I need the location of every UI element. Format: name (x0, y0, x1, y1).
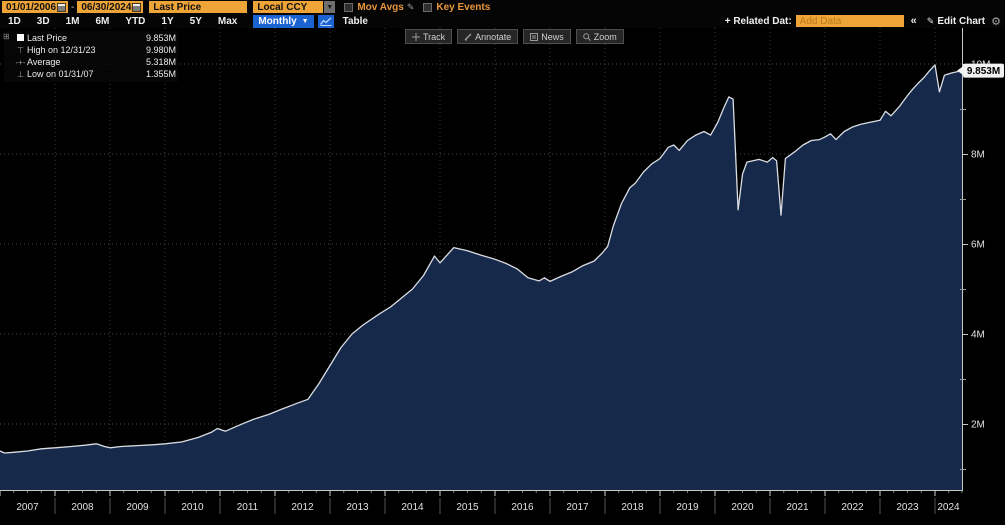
calendar-icon[interactable] (57, 2, 66, 12)
y-tick-label: 6M (971, 240, 985, 251)
mov-avgs-checkbox[interactable] (344, 2, 354, 12)
high-marker-icon: ⊤ (17, 45, 24, 55)
legend-label: Average (27, 57, 61, 67)
tab-ytd[interactable]: YTD (125, 15, 146, 27)
line-chart-type-button[interactable] (317, 14, 334, 28)
annotate-pencil-icon (464, 33, 472, 40)
line-chart-icon (319, 16, 332, 26)
zoom-button[interactable]: Zoom (575, 29, 624, 44)
x-axis-ticks (0, 491, 963, 496)
period-value: Monthly (258, 15, 297, 27)
legend-expander-icon[interactable]: ⊞ (3, 32, 10, 41)
last-price-badge: 9.853M (957, 63, 1004, 78)
related-data-cluster: + Related Dat: « ✎ Edit Chart ⚙ (725, 15, 1005, 28)
average-marker-icon: -+- (15, 57, 26, 67)
chart-legend[interactable]: ⊞ Last Price 9.853M ⊤ High on 12/31/23 9… (3, 31, 178, 82)
legend-value: 9.980M (145, 45, 176, 55)
top-toolbar: 01/01/2006 - 06/30/2024 Last Price Local… (0, 0, 1005, 28)
year-label: 2008 (71, 502, 94, 513)
key-events-label[interactable]: Key Events (436, 1, 491, 13)
legend-row-low[interactable]: ⊥ Low on 01/31/07 1.355M (14, 68, 176, 80)
range-tabs-row: 1D 3D 1M 6M YTD 1Y 5Y Max Monthly ▼ Tabl… (0, 14, 1005, 28)
series-line (0, 64, 963, 454)
chevron-down-icon: ▼ (301, 17, 309, 25)
year-label: 2012 (291, 502, 314, 513)
y-tick-label: 8M (971, 150, 985, 161)
track-crosshair-icon (412, 32, 420, 41)
end-date-value: 06/30/2024 (81, 1, 132, 13)
legend-value: 9.853M (145, 33, 176, 43)
mov-avgs-label[interactable]: Mov Avgs (357, 1, 404, 13)
tab-1m[interactable]: 1M (65, 15, 80, 27)
year-label: 2023 (896, 502, 919, 513)
tab-5y[interactable]: 5Y (189, 15, 202, 27)
tab-1d[interactable]: 1D (8, 15, 21, 27)
related-data-label: + Related Dat: (724, 15, 792, 27)
tab-max[interactable]: Max (217, 15, 238, 27)
currency-select[interactable]: Local CCY (253, 1, 324, 13)
zoom-magnifier-icon (582, 32, 591, 41)
gear-icon[interactable]: ⚙ (991, 15, 1001, 28)
key-events-checkbox[interactable] (423, 2, 433, 12)
settings-row: 01/01/2006 - 06/30/2024 Last Price Local… (0, 0, 1005, 14)
year-label: 2020 (731, 502, 754, 513)
year-label: 2007 (16, 502, 39, 513)
edit-chart-pencil-icon[interactable]: ✎ (926, 15, 935, 26)
y-tick-label: 4M (971, 330, 985, 341)
tab-1y[interactable]: 1Y (161, 15, 174, 27)
legend-label: High on 12/31/23 (27, 45, 96, 55)
tab-3d[interactable]: 3D (36, 15, 50, 27)
legend-row-last-price[interactable]: Last Price 9.853M (14, 32, 176, 44)
year-label: 2013 (346, 502, 369, 513)
y-axis-labels: 2M4M6M8M10M (960, 60, 990, 470)
year-label: 2016 (511, 502, 534, 513)
annotate-button[interactable]: Annotate (457, 29, 519, 44)
mov-avgs-pencil-icon[interactable]: ✎ (406, 1, 415, 12)
year-label: 2017 (566, 502, 589, 513)
year-label: 2021 (786, 502, 809, 513)
year-label: 2015 (456, 502, 479, 513)
track-button[interactable]: Track (405, 29, 453, 44)
y-tick-label: 2M (971, 420, 985, 431)
series-area (0, 64, 962, 491)
year-label: 2024 (937, 502, 960, 513)
year-label: 2010 (181, 502, 204, 513)
chart-tools: Track Annotate News Zoom (405, 29, 624, 44)
year-label: 2011 (237, 502, 259, 513)
year-label: 2019 (676, 502, 699, 513)
tab-6m[interactable]: 6M (95, 15, 110, 27)
legend-row-average[interactable]: -+- Average 5.318M (14, 56, 177, 68)
series-marker-icon (14, 33, 27, 43)
calendar-icon[interactable] (132, 2, 142, 12)
legend-label: Low on 01/31/07 (27, 69, 94, 79)
legend-value: 5.318M (145, 57, 176, 67)
period-dropdown[interactable]: Monthly ▼ (253, 14, 314, 28)
news-button[interactable]: News (523, 29, 571, 44)
news-icon (530, 32, 539, 41)
legend-value: 1.355M (145, 69, 176, 79)
last-price-value: 9.853M (967, 66, 1000, 77)
edit-chart-button[interactable]: Edit Chart (937, 15, 986, 27)
date-range-separator: - (71, 1, 75, 13)
price-field-value: Last Price (153, 1, 202, 13)
low-marker-icon: ⊥ (17, 69, 24, 79)
start-date-field[interactable]: 01/01/2006 (2, 1, 68, 13)
year-label: 2014 (401, 502, 424, 513)
table-button[interactable]: Table (342, 15, 368, 27)
currency-value: Local CCY (257, 1, 308, 13)
collapse-panel-button[interactable]: « (910, 15, 917, 27)
price-field-select[interactable]: Last Price (149, 1, 248, 13)
legend-row-high[interactable]: ⊤ High on 12/31/23 9.980M (14, 44, 176, 56)
legend-label: Last Price (27, 33, 68, 43)
year-label: 2022 (841, 502, 864, 513)
add-data-input[interactable] (795, 15, 904, 27)
year-label: 2009 (126, 502, 149, 513)
x-axis-labels: 2007 2008 2009 2010 2011 2012 2013 2014 2015 2016… (16, 498, 960, 514)
end-date-field[interactable]: 06/30/2024 (77, 1, 144, 13)
year-label: 2018 (621, 502, 644, 513)
start-date-value: 01/01/2006 (6, 1, 57, 13)
currency-dropdown-arrow[interactable]: ▼ (324, 1, 336, 13)
